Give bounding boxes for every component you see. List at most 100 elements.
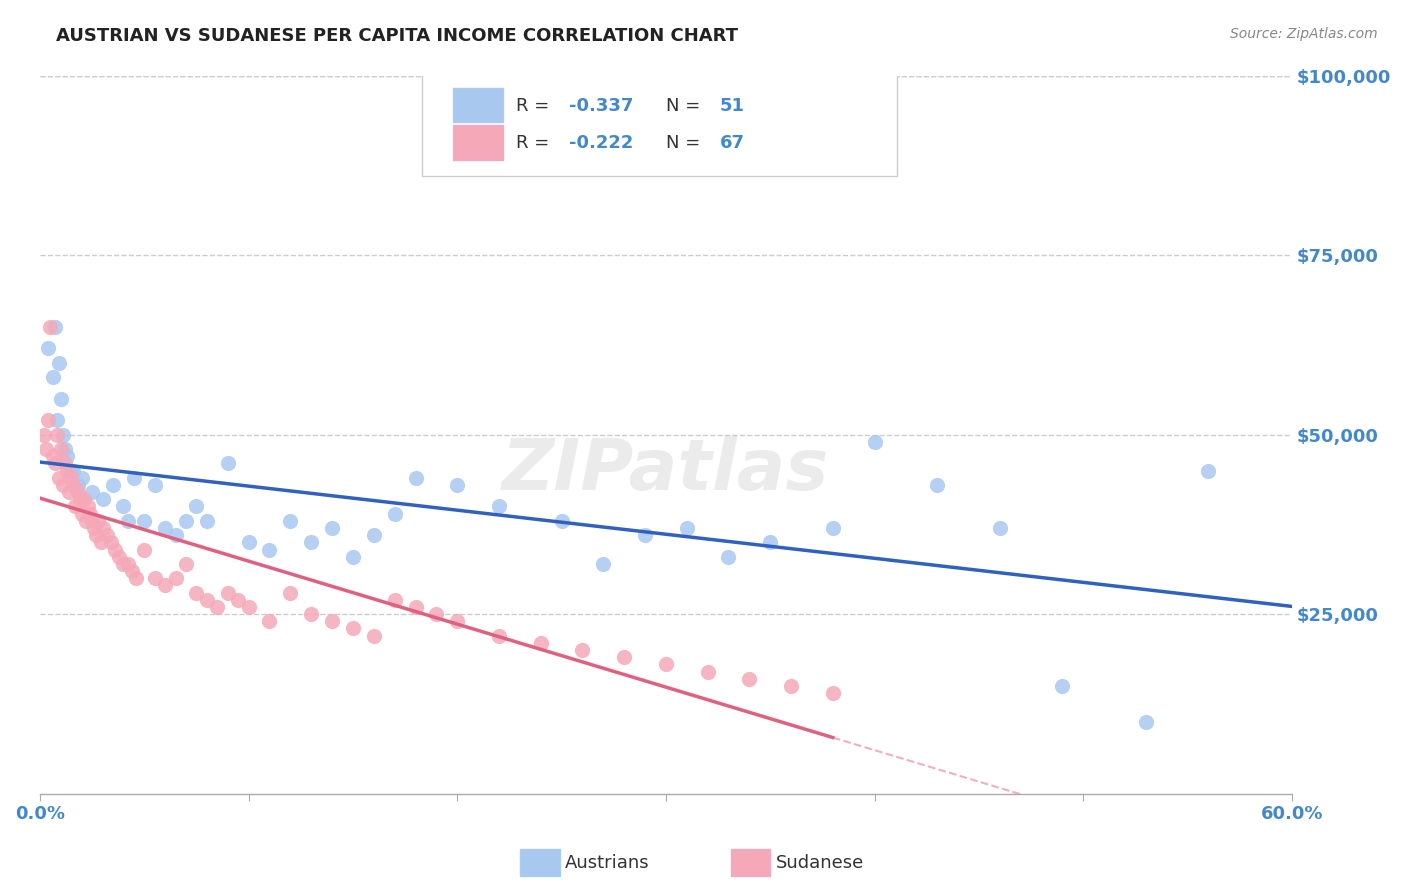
Point [49, 442, 72, 456]
Point [717, 549, 740, 564]
Point [65, 500, 87, 514]
Text: ZIPatlas: ZIPatlas [502, 436, 830, 505]
Point [821, 521, 844, 535]
Point [134, 542, 156, 557]
Point [62, 463, 84, 477]
Point [1197, 463, 1219, 477]
Point [186, 500, 208, 514]
Point [45, 413, 67, 427]
Text: 67: 67 [720, 134, 745, 152]
Point [488, 629, 510, 643]
Point [446, 478, 468, 492]
Point [82, 485, 104, 500]
Point [82, 514, 104, 528]
Point [259, 615, 281, 629]
Point [121, 564, 143, 578]
Point [101, 478, 124, 492]
Text: N =: N = [666, 134, 706, 152]
Text: R =: R = [516, 96, 555, 115]
Point [37, 413, 59, 427]
Point [60, 463, 83, 477]
Point [153, 578, 176, 592]
Text: Austrians: Austrians [565, 854, 650, 871]
Point [280, 514, 302, 528]
Point [363, 629, 385, 643]
Point [186, 585, 208, 599]
Point [226, 592, 249, 607]
Point [35, 442, 58, 456]
Point [207, 599, 229, 614]
Point [117, 557, 139, 571]
Point [75, 514, 97, 528]
Point [405, 599, 427, 614]
Point [675, 521, 697, 535]
Point [83, 521, 105, 535]
Point [70, 507, 93, 521]
Point [125, 571, 148, 585]
Point [91, 492, 114, 507]
Point [217, 456, 239, 470]
Point [77, 500, 100, 514]
Point [56, 449, 79, 463]
Point [58, 485, 80, 500]
Point [195, 592, 218, 607]
Point [41, 370, 63, 384]
Point [195, 514, 218, 528]
Bar [453, 87, 503, 122]
Point [143, 478, 166, 492]
Text: -0.222: -0.222 [569, 134, 634, 152]
Point [299, 535, 322, 549]
Point [821, 686, 844, 700]
Text: -0.337: -0.337 [569, 96, 634, 115]
Point [446, 615, 468, 629]
Point [108, 549, 131, 564]
Point [988, 521, 1011, 535]
Point [70, 471, 93, 485]
Point [37, 342, 59, 356]
Point [165, 528, 187, 542]
Point [87, 514, 110, 528]
Point [759, 535, 782, 549]
Point [56, 463, 79, 477]
Point [780, 679, 803, 693]
FancyBboxPatch shape [422, 69, 897, 176]
Text: Sudanese: Sudanese [776, 854, 865, 871]
Point [134, 514, 156, 528]
Point [44, 319, 66, 334]
Point [425, 607, 447, 621]
Point [112, 557, 135, 571]
Point [321, 615, 343, 629]
Point [48, 356, 70, 370]
Point [405, 471, 427, 485]
Point [342, 622, 364, 636]
Point [52, 427, 75, 442]
Point [363, 528, 385, 542]
Point [613, 650, 636, 665]
Point [96, 528, 118, 542]
Text: 51: 51 [720, 96, 745, 115]
Point [122, 471, 145, 485]
Point [39, 319, 62, 334]
Text: N =: N = [666, 96, 706, 115]
Bar [453, 125, 503, 160]
Point [66, 485, 89, 500]
Point [571, 643, 593, 657]
Point [153, 521, 176, 535]
Point [53, 442, 76, 456]
Point [1135, 714, 1157, 729]
Point [217, 585, 239, 599]
Text: AUSTRIAN VS SUDANESE PER CAPITA INCOME CORRELATION CHART: AUSTRIAN VS SUDANESE PER CAPITA INCOME C… [56, 27, 738, 45]
Point [488, 500, 510, 514]
Point [550, 514, 572, 528]
Point [41, 449, 63, 463]
Point [738, 672, 761, 686]
Point [299, 607, 322, 621]
Point [117, 514, 139, 528]
Point [384, 592, 406, 607]
Point [696, 665, 718, 679]
Point [49, 392, 72, 406]
Point [925, 478, 948, 492]
Point [143, 571, 166, 585]
Point [91, 521, 114, 535]
Point [104, 542, 127, 557]
